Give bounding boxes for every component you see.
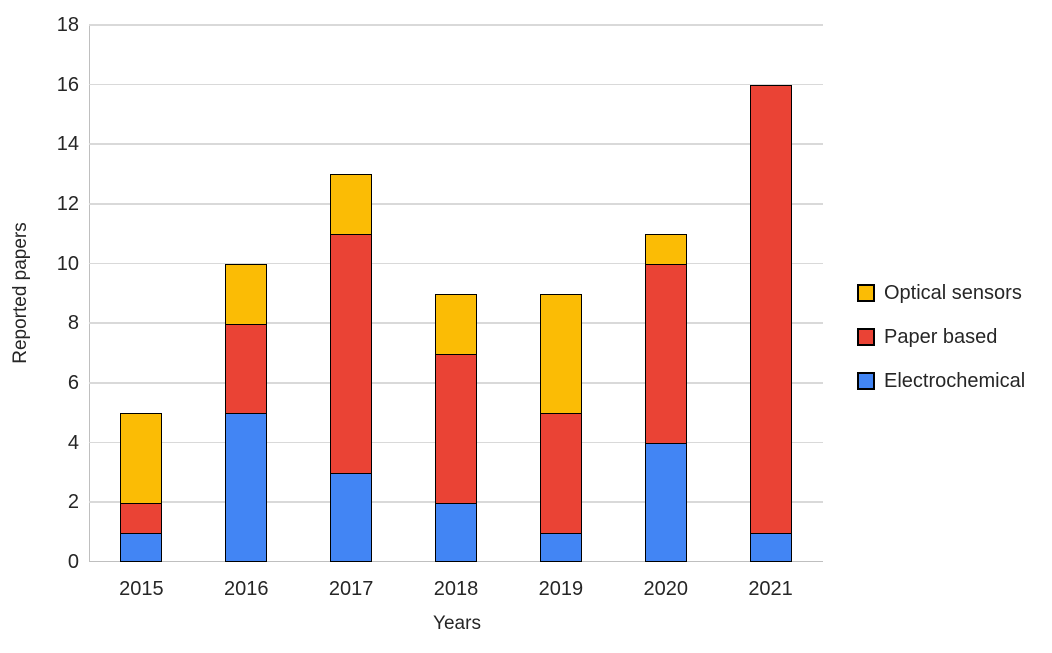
y-axis-title: Reported papers	[10, 222, 31, 364]
bar-segment-optical-sensors-2017	[330, 174, 373, 236]
legend-swatch-optical-sensors	[857, 284, 875, 302]
gridline-18	[89, 24, 823, 26]
legend-label: Paper based	[884, 326, 998, 348]
x-axis-title: Years	[433, 613, 481, 634]
x-tick-label-2016: 2016	[224, 578, 269, 600]
bar-segment-paper-based-2018	[435, 353, 477, 504]
bar-segment-optical-sensors-2020	[644, 233, 687, 266]
bar-segment-electrochemical-2019	[539, 532, 582, 562]
gridline-10	[89, 262, 823, 265]
bar-segment-paper-based-2016	[225, 323, 268, 415]
legend-swatch-electrochemical	[857, 372, 875, 390]
bar-segment-paper-based-2020	[644, 263, 687, 445]
y-tick-label: 14	[56, 133, 79, 156]
bar-segment-electrochemical-2021	[749, 532, 792, 562]
bar-segment-electrochemical-2018	[435, 502, 477, 562]
y-tick-label: 8	[67, 312, 79, 335]
y-tick-label: 2	[67, 491, 79, 514]
gridline-16	[89, 83, 823, 86]
bar-segment-electrochemical-2020	[644, 442, 687, 562]
y-tick-label: 4	[67, 431, 79, 454]
legend-item-optical-sensors: Optical sensors	[857, 281, 1025, 305]
bar-segment-paper-based-2015	[120, 502, 163, 534]
legend-item-electrochemical: Electrochemical	[857, 369, 1025, 393]
x-tick-label-2018: 2018	[433, 578, 479, 600]
legend-label: Electrochemical	[884, 370, 1026, 392]
legend: Optical sensors Paper based Electrochemica…	[857, 281, 1025, 393]
bar-segment-optical-sensors-2018	[435, 293, 477, 355]
y-tick-label: 6	[67, 372, 79, 394]
y-tick-label: 16	[56, 73, 79, 96]
bar-segment-paper-based-2017	[330, 233, 373, 474]
bar-segment-electrochemical-2015	[120, 532, 163, 562]
x-tick-label-2015: 2015	[119, 578, 164, 600]
bar-segment-optical-sensors-2016	[225, 263, 268, 325]
x-tick-label-2017: 2017	[328, 578, 374, 600]
legend-item-paper-based: Paper based	[857, 325, 1025, 349]
bar-segment-electrochemical-2017	[330, 472, 373, 562]
x-tick-label-2019: 2019	[538, 578, 584, 600]
bar-segment-optical-sensors-2019	[539, 293, 582, 415]
y-tick-label: 10	[56, 252, 79, 275]
legend-label: Optical sensors	[884, 282, 1022, 304]
bar-segment-optical-sensors-2015	[120, 412, 163, 504]
bar-segment-paper-based-2021	[749, 84, 792, 534]
legend-swatch-paper-based	[857, 328, 875, 346]
x-tick-label-2020: 2020	[643, 578, 688, 600]
gridline-14	[89, 143, 823, 145]
x-tick-label-2021: 2021	[748, 578, 793, 600]
y-tick-label: 18	[56, 14, 79, 36]
gridline-12	[89, 203, 823, 205]
bar-segment-electrochemical-2016	[225, 412, 268, 562]
bar-segment-paper-based-2019	[539, 412, 582, 534]
y-tick-label: 0	[67, 551, 79, 573]
y-tick-label: 12	[56, 193, 79, 215]
